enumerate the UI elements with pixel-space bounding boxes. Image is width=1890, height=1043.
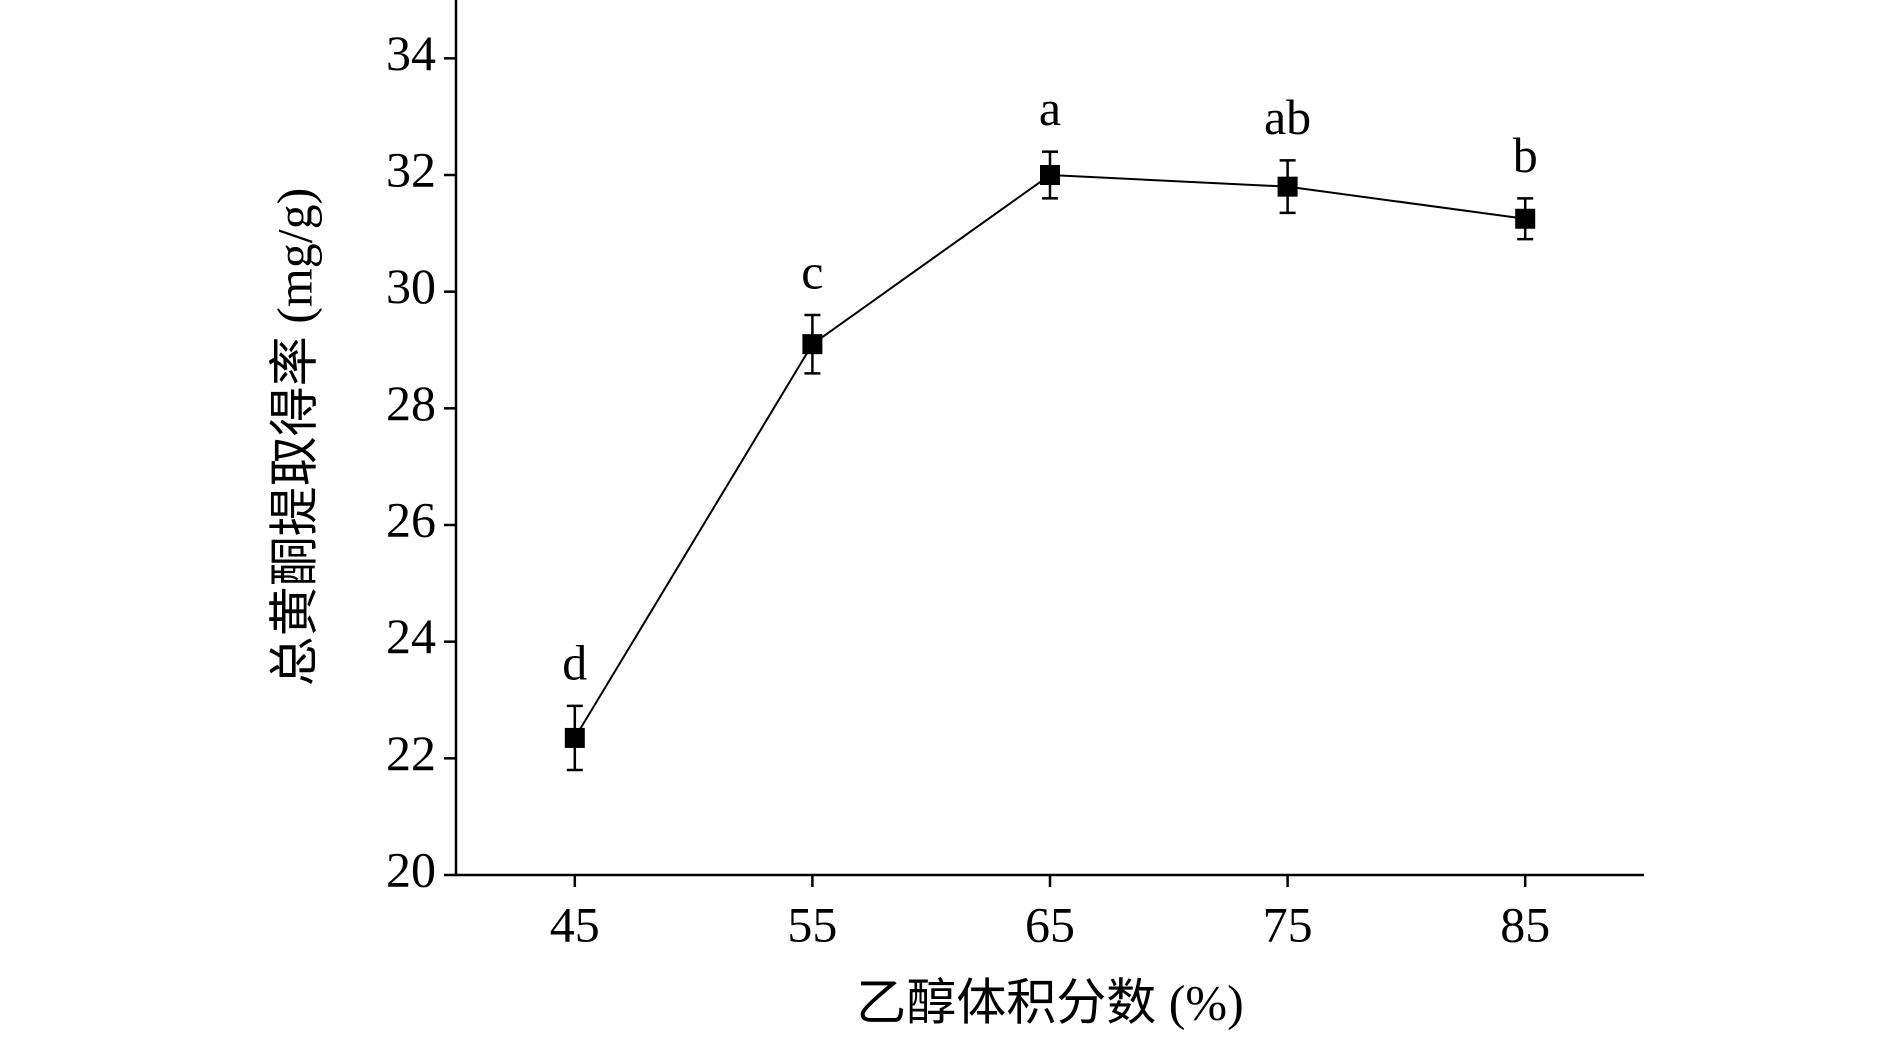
annotation: ab: [1264, 89, 1311, 145]
y-axis-label: 总黄酮提取得率 (mg/g): [266, 188, 322, 687]
y-tick-label: 22: [386, 725, 436, 781]
marker: [1040, 165, 1060, 185]
annotation: d: [562, 634, 587, 690]
y-tick-label: 30: [386, 258, 436, 314]
series-line: [573, 173, 1526, 739]
x-tick-label: 65: [1025, 896, 1075, 952]
y-tick-label: 32: [386, 141, 436, 197]
x-tick-label: 55: [787, 896, 837, 952]
x-axis-label: 乙醇体积分数 (%): [856, 974, 1243, 1030]
marker: [564, 727, 585, 748]
x-tick-label: 75: [1263, 896, 1313, 952]
marker: [1515, 208, 1536, 229]
marker: [802, 334, 823, 355]
y-tick-label: 28: [386, 375, 436, 431]
y-tick-label: 24: [386, 608, 436, 664]
annotation: a: [1039, 80, 1061, 136]
annotation: c: [801, 243, 823, 299]
annotation: b: [1513, 127, 1538, 183]
y-tick-label: 34: [386, 25, 436, 81]
y-tick-label: 26: [386, 491, 436, 547]
x-tick-label: 85: [1500, 896, 1550, 952]
marker: [1277, 176, 1298, 197]
x-tick-label: 45: [550, 896, 600, 952]
y-tick-label: 20: [386, 841, 436, 897]
